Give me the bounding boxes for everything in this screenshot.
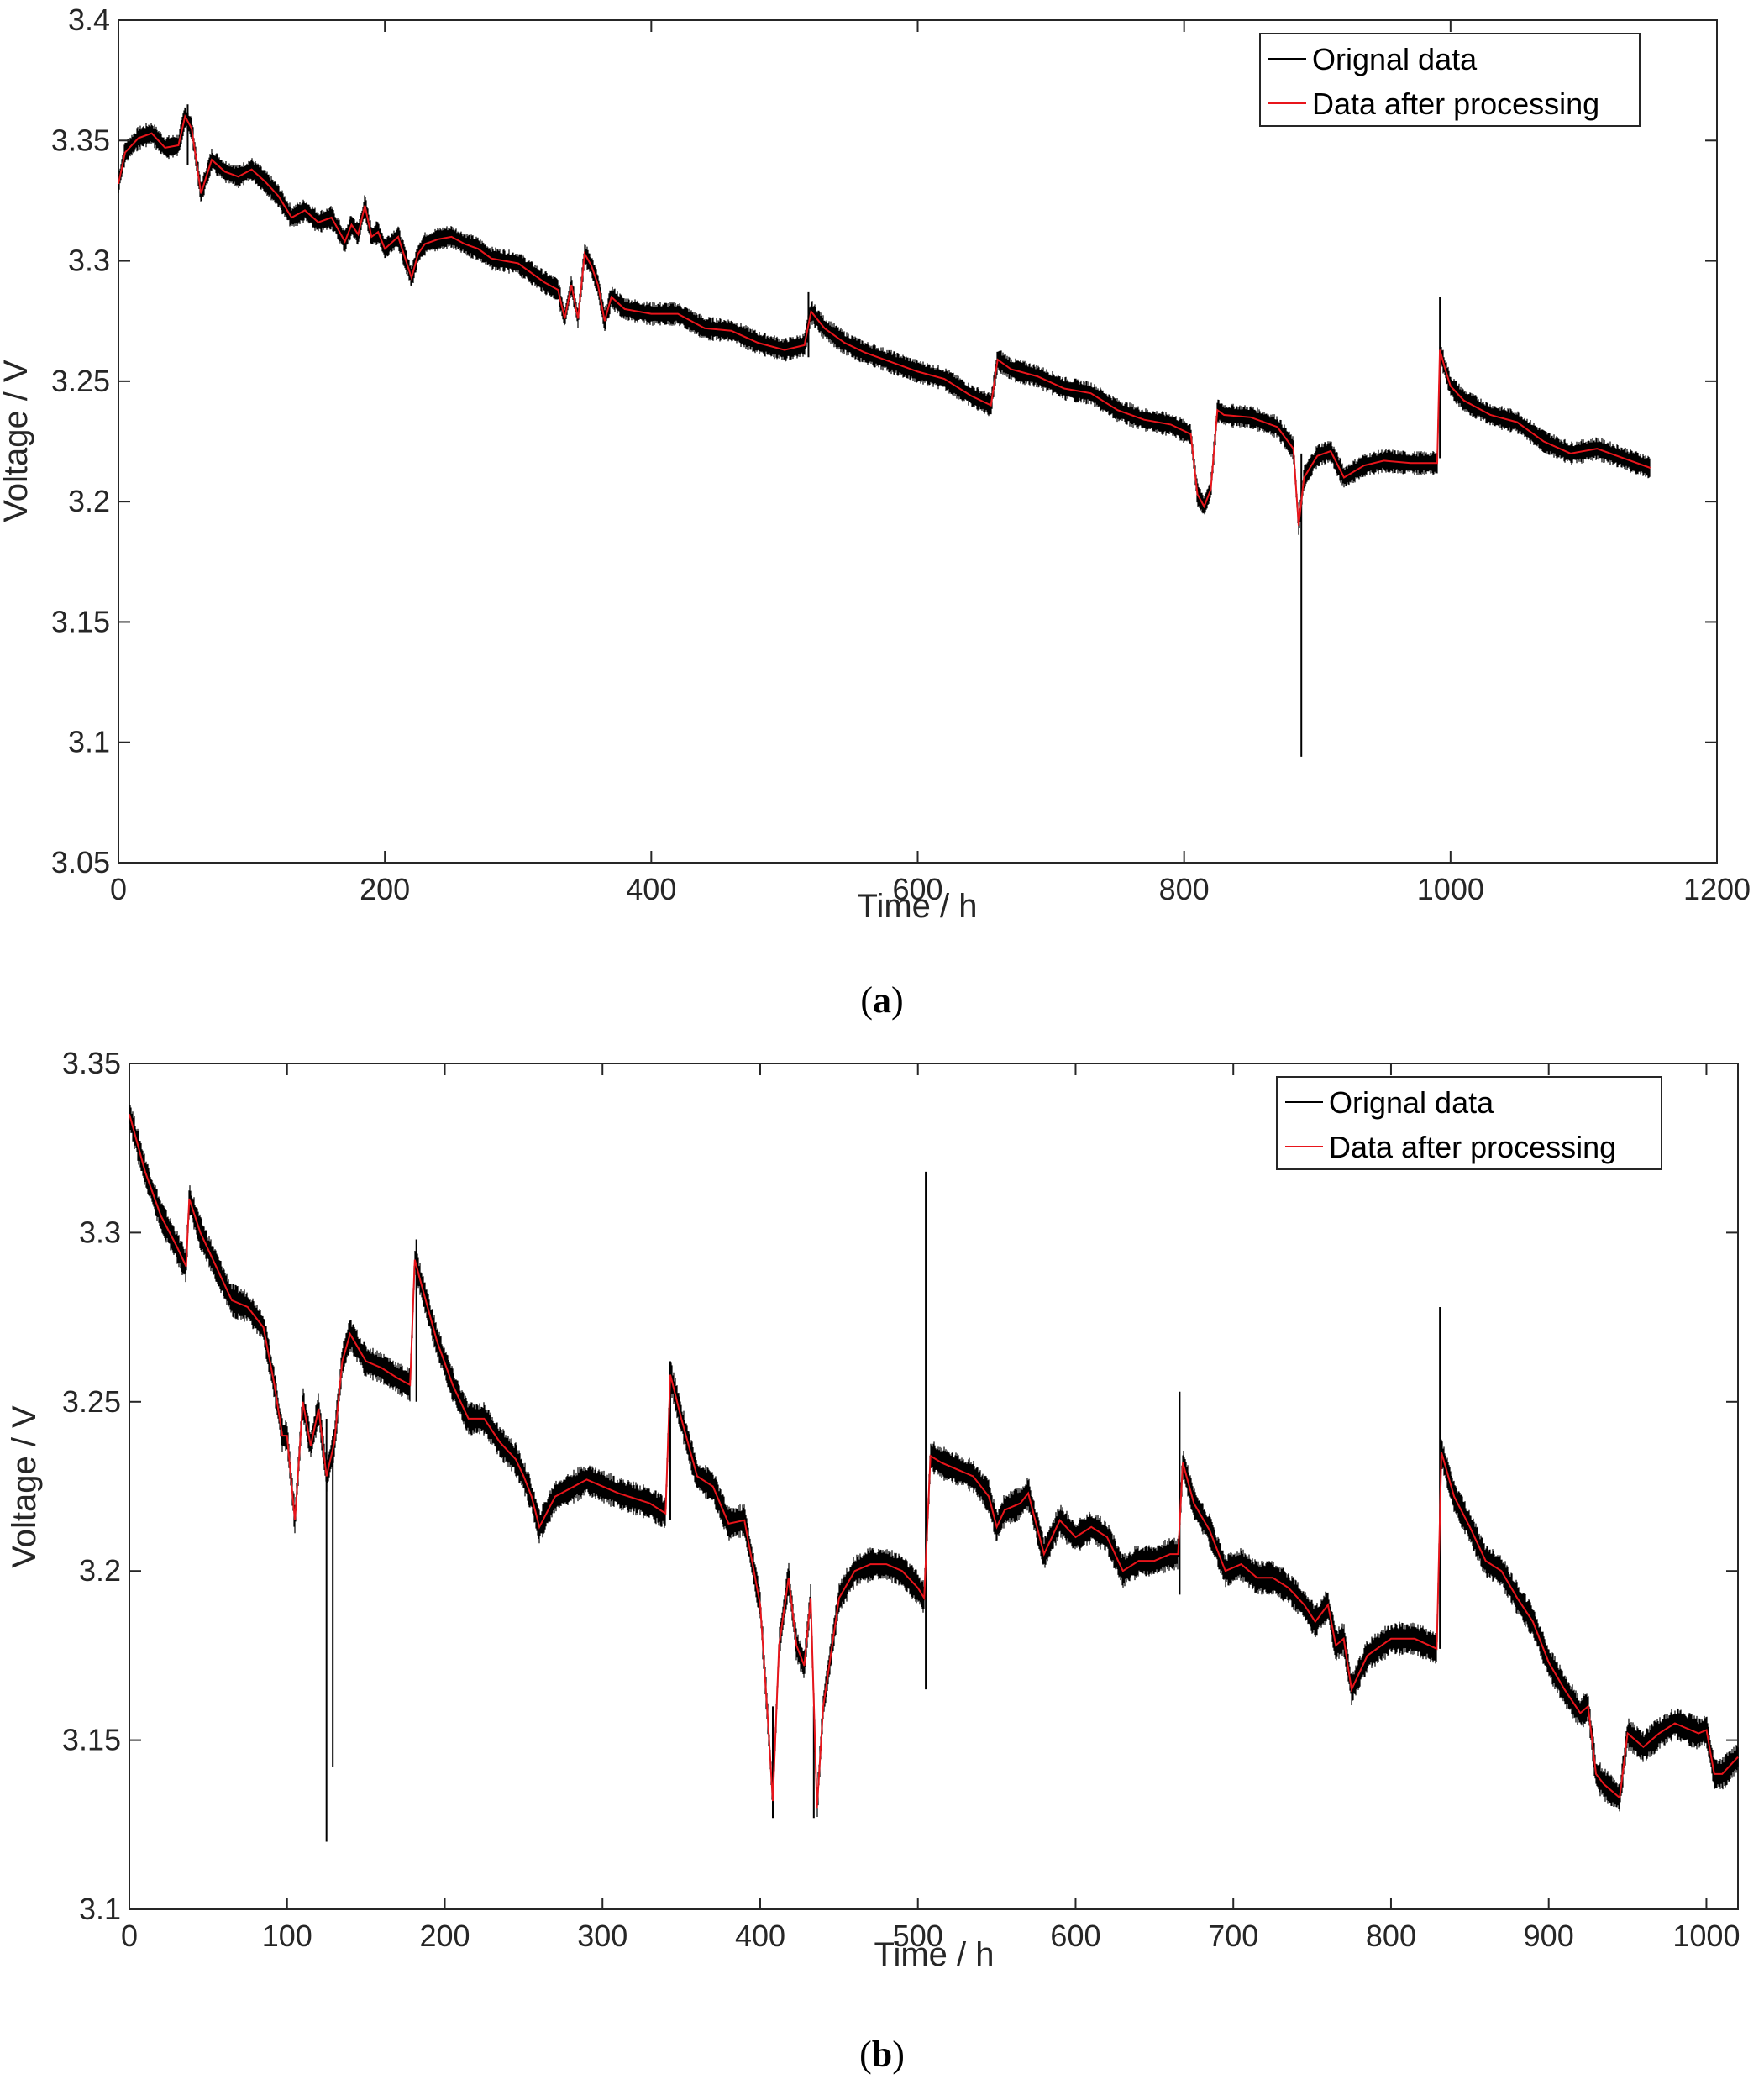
plot-area <box>118 19 1718 864</box>
y-tick-label: 3.25 <box>51 364 110 398</box>
x-tick-label: 300 <box>577 1919 627 1953</box>
y-tick-label: 3.2 <box>68 484 110 518</box>
y-tick-label: 3.3 <box>68 244 110 278</box>
x-tick-label: 800 <box>1159 872 1210 906</box>
x-tick-label: 600 <box>892 872 942 906</box>
caption-b: (b) <box>859 2034 905 2075</box>
y-tick-label: 3.3 <box>79 1215 121 1249</box>
x-tick-label: 400 <box>626 872 676 906</box>
legend-box <box>1276 1076 1662 1170</box>
x-tick-label: 100 <box>262 1919 312 1953</box>
legend-label-processed: Data after processing <box>1329 1130 1616 1164</box>
y-axis-ticks: 3.05 3.1 3.15 3.2 3.25 3.3 3.35 3.4 <box>51 3 1717 879</box>
y-tick-label: 3.1 <box>68 725 110 759</box>
x-tick-label: 0 <box>121 1919 138 1953</box>
y-tick-label: 3.25 <box>62 1384 121 1419</box>
plot-area <box>129 1063 1739 1910</box>
legend: Orignal data Data after processing <box>1259 33 1641 127</box>
caption-letter: b <box>872 2034 892 2075</box>
y-tick-label: 3.4 <box>68 3 110 37</box>
processed-data-line <box>118 113 1651 526</box>
x-tick-label: 900 <box>1524 1919 1574 1953</box>
legend-box <box>1259 33 1641 127</box>
caption-letter: a <box>873 979 891 1021</box>
legend-label-processed: Data after processing <box>1312 87 1599 121</box>
x-tick-label: 800 <box>1366 1919 1416 1953</box>
x-tick-label: 600 <box>1050 1919 1100 1953</box>
x-tick-label: 500 <box>893 1919 943 1953</box>
x-tick-label: 1000 <box>1417 872 1484 906</box>
y-tick-label: 3.15 <box>51 604 110 638</box>
y-tick-label: 3.05 <box>51 845 110 879</box>
y-axis-label: Voltage / V <box>6 1405 43 1568</box>
x-axis-ticks: 0 200 400 600 800 1000 1200 <box>110 20 1751 906</box>
processed-data-series <box>129 1114 1739 1809</box>
legend: Orignal data Data after processing <box>1276 1076 1662 1170</box>
processed-data-series <box>118 113 1651 526</box>
x-tick-label: 200 <box>360 872 410 906</box>
processed-data-line <box>129 1114 1739 1809</box>
chart-panel-b: 0 100 200 300 400 500 600 700 800 900 1000 3.1 3.15… <box>6 1046 1740 2075</box>
legend-label-original: Orignal data <box>1329 1085 1494 1120</box>
x-tick-label: 1000 <box>1672 1919 1740 1953</box>
y-tick-label: 3.15 <box>62 1723 121 1757</box>
y-tick-label: 3.1 <box>79 1892 121 1926</box>
y-tick-label: 3.35 <box>51 123 110 157</box>
y-axis-label: Voltage / V <box>0 360 34 522</box>
x-axis-label: Time / h <box>874 1936 995 1973</box>
y-tick-label: 3.35 <box>62 1046 121 1080</box>
chart-panel-a: 0 200 400 600 800 1000 1200 3.05 3.1 3.15 3.2 3.25… <box>0 3 1751 1021</box>
x-tick-label: 1200 <box>1683 872 1751 906</box>
legend-label-original: Orignal data <box>1312 42 1478 76</box>
y-tick-label: 3.2 <box>79 1553 121 1588</box>
x-tick-label: 200 <box>419 1919 470 1953</box>
x-tick-label: 0 <box>110 872 127 906</box>
x-axis-ticks: 0 100 200 300 400 500 600 700 800 900 1000 <box>121 1063 1740 1953</box>
caption-a: (a) <box>860 979 903 1021</box>
y-axis-ticks: 3.1 3.15 3.2 3.25 3.3 3.35 <box>62 1046 1738 1926</box>
x-tick-label: 700 <box>1208 1919 1258 1953</box>
x-axis-label: Time / h <box>858 888 978 925</box>
x-tick-label: 400 <box>735 1919 785 1953</box>
